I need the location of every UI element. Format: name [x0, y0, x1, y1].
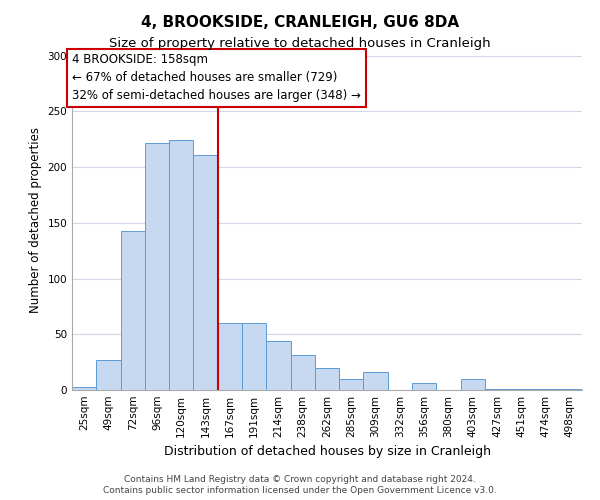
Bar	[461, 379, 485, 390]
Bar	[193, 155, 218, 390]
Bar	[266, 341, 290, 390]
Bar	[121, 230, 145, 390]
Bar	[339, 379, 364, 390]
Bar	[315, 368, 339, 390]
Text: 4, BROOKSIDE, CRANLEIGH, GU6 8DA: 4, BROOKSIDE, CRANLEIGH, GU6 8DA	[141, 15, 459, 30]
Text: 4 BROOKSIDE: 158sqm
← 67% of detached houses are smaller (729)
32% of semi-detac: 4 BROOKSIDE: 158sqm ← 67% of detached ho…	[72, 54, 361, 102]
Bar	[290, 356, 315, 390]
Text: Contains public sector information licensed under the Open Government Licence v3: Contains public sector information licen…	[103, 486, 497, 495]
Y-axis label: Number of detached properties: Number of detached properties	[29, 127, 42, 313]
Text: Contains HM Land Registry data © Crown copyright and database right 2024.: Contains HM Land Registry data © Crown c…	[124, 475, 476, 484]
Bar	[533, 389, 558, 390]
Bar	[242, 323, 266, 390]
Bar	[169, 140, 193, 390]
Bar	[96, 360, 121, 390]
Text: Size of property relative to detached houses in Cranleigh: Size of property relative to detached ho…	[109, 38, 491, 51]
Bar	[509, 389, 533, 390]
Bar	[145, 142, 169, 390]
Bar	[72, 386, 96, 390]
Bar	[218, 323, 242, 390]
Bar	[364, 372, 388, 390]
X-axis label: Distribution of detached houses by size in Cranleigh: Distribution of detached houses by size …	[163, 446, 491, 458]
Bar	[412, 384, 436, 390]
Bar	[485, 389, 509, 390]
Bar	[558, 389, 582, 390]
